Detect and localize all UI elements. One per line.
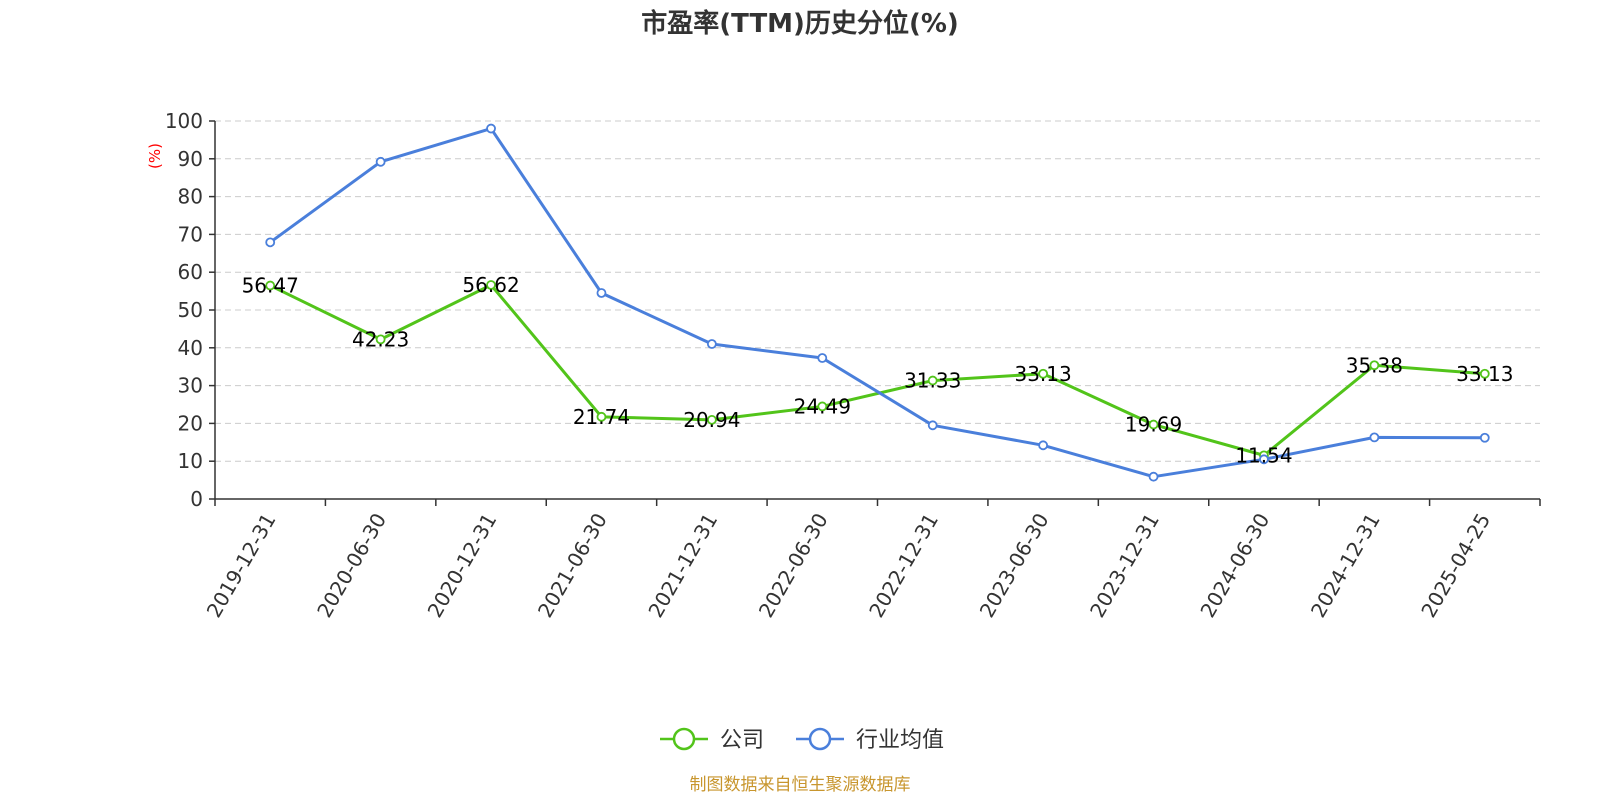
y-tick-label: 80 bbox=[178, 185, 203, 209]
legend-label: 公司 bbox=[720, 728, 764, 753]
legend-marker-icon bbox=[672, 727, 696, 751]
data-point[interactable] bbox=[1148, 471, 1159, 482]
data-point[interactable] bbox=[265, 280, 276, 291]
grid-lines bbox=[215, 120, 1540, 462]
x-tick-label: 2020-06-30 bbox=[312, 509, 391, 622]
data-label: 31.33 bbox=[904, 369, 961, 393]
legend-item[interactable]: 公司 bbox=[660, 727, 764, 753]
y-tick-label: 20 bbox=[178, 411, 203, 435]
y-tick-label: 0 bbox=[190, 487, 203, 511]
data-label: 11.54 bbox=[1235, 443, 1292, 467]
data-point[interactable] bbox=[486, 123, 496, 134]
data-point[interactable] bbox=[1038, 368, 1049, 379]
data-point[interactable] bbox=[817, 353, 828, 363]
data-point[interactable] bbox=[596, 288, 607, 298]
data-point[interactable] bbox=[375, 156, 386, 167]
data-point[interactable] bbox=[375, 334, 386, 345]
data-labels: 56.47 42.23 56.62 21.74 20.94 24.49 31.33 33.13… bbox=[242, 273, 1514, 467]
data-point[interactable] bbox=[596, 411, 607, 422]
x-tick-label: 2019-12-31 bbox=[202, 509, 281, 622]
data-point[interactable] bbox=[927, 420, 938, 431]
data-label: 20.94 bbox=[683, 408, 740, 432]
data-point[interactable] bbox=[1369, 360, 1380, 371]
x-tick-label: 2023-06-30 bbox=[975, 509, 1054, 622]
data-label: 42.23 bbox=[352, 327, 409, 351]
source-note: 制图数据来自恒生聚源数据库 bbox=[690, 775, 911, 795]
data-label: 19.69 bbox=[1125, 413, 1182, 437]
data-label: 56.62 bbox=[462, 273, 519, 297]
data-label: 24.49 bbox=[794, 394, 851, 418]
series-lines bbox=[265, 123, 1490, 482]
data-point[interactable] bbox=[1479, 432, 1490, 443]
x-tick-labels: 2019-12-31 2020-06-30 2020-12-31 2021-06-30… bbox=[202, 509, 1495, 622]
series-line bbox=[269, 283, 1485, 457]
data-point[interactable] bbox=[1479, 368, 1490, 379]
legend-item[interactable]: 行业均值 bbox=[796, 727, 944, 753]
data-point[interactable] bbox=[1148, 419, 1159, 430]
legend[interactable]: 公司 行业均值 bbox=[660, 727, 944, 753]
data-point[interactable] bbox=[486, 280, 496, 290]
data-point[interactable] bbox=[817, 401, 828, 412]
data-point[interactable] bbox=[706, 414, 717, 425]
legend-label: 行业均值 bbox=[856, 728, 944, 753]
data-point[interactable] bbox=[1259, 454, 1269, 465]
data-label: 35.38 bbox=[1346, 353, 1403, 377]
x-tick-label: 2020-12-31 bbox=[423, 509, 502, 622]
series-line bbox=[269, 127, 1485, 479]
x-tick-label: 2021-06-30 bbox=[533, 509, 612, 622]
data-point[interactable] bbox=[1369, 432, 1380, 443]
data-label: 33.13 bbox=[1014, 362, 1071, 386]
legend-marker-icon bbox=[808, 727, 832, 751]
axes bbox=[209, 120, 1541, 506]
y-tick-label: 60 bbox=[178, 260, 203, 284]
x-tick-label: 2022-12-31 bbox=[864, 509, 943, 622]
y-tick-label: 10 bbox=[178, 449, 203, 473]
x-tick-label: 2023-12-31 bbox=[1085, 509, 1164, 622]
y-tick-label: 70 bbox=[178, 222, 203, 246]
y-tick-label: 90 bbox=[178, 147, 203, 171]
x-tick-label: 2024-12-31 bbox=[1306, 509, 1385, 622]
data-label: 33.13 bbox=[1456, 362, 1513, 386]
y-tick-label: 50 bbox=[178, 298, 203, 322]
y-tick-labels: 0 10 20 30 40 50 60 70 80 90 100 bbox=[165, 109, 203, 511]
x-tick-label: 2022-06-30 bbox=[754, 509, 833, 622]
y-axis-label: (%) bbox=[146, 143, 164, 169]
data-point[interactable] bbox=[927, 375, 938, 386]
y-tick-label: 100 bbox=[165, 109, 203, 133]
x-tick-label: 2025-04-25 bbox=[1416, 509, 1495, 622]
y-tick-label: 40 bbox=[178, 336, 203, 360]
y-tick-label: 30 bbox=[178, 374, 203, 398]
chart-title: 市盈率(TTM)历史分位(%) bbox=[641, 8, 959, 39]
data-label: 21.74 bbox=[573, 405, 630, 429]
data-point[interactable] bbox=[706, 339, 717, 349]
data-point[interactable] bbox=[1038, 440, 1049, 451]
data-label: 56.47 bbox=[242, 274, 299, 298]
x-tick-label: 2024-06-30 bbox=[1195, 509, 1274, 622]
data-point[interactable] bbox=[265, 237, 276, 248]
x-tick-label: 2021-12-31 bbox=[643, 509, 722, 622]
